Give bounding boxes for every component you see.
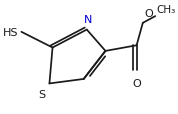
Text: O: O xyxy=(132,78,141,88)
Text: O: O xyxy=(144,9,153,19)
Text: CH₃: CH₃ xyxy=(157,5,176,15)
Text: S: S xyxy=(38,89,45,99)
Text: N: N xyxy=(83,15,92,25)
Text: HS: HS xyxy=(3,28,18,38)
